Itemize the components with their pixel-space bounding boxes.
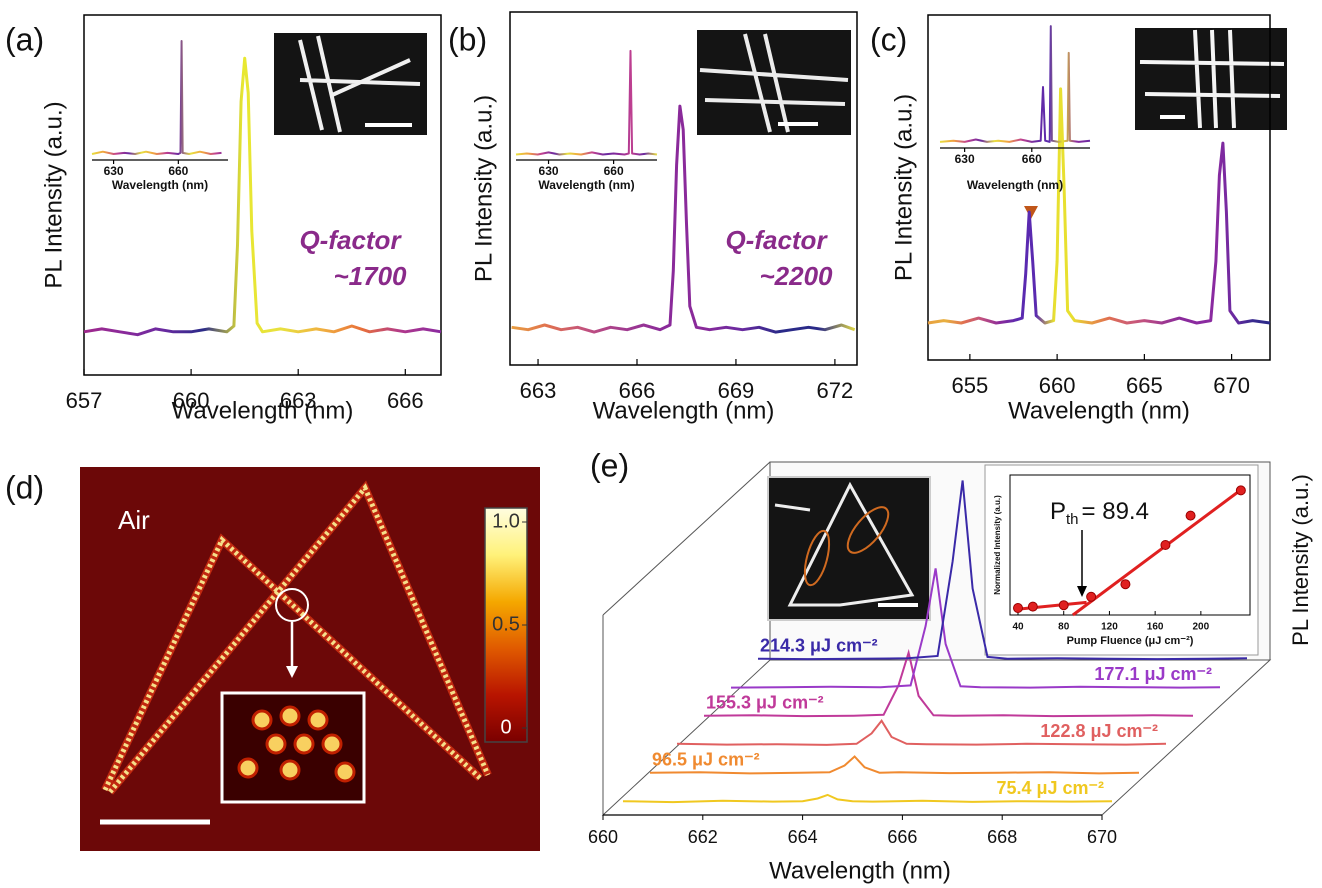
x-axis-label: Wavelength (nm) (593, 397, 775, 424)
colorbar-tick-label: 0.5 (492, 613, 520, 635)
x-axis-label: Wavelength (nm) (1008, 397, 1190, 424)
y-axis-label: PL Intensity (a.u.) (890, 94, 917, 281)
x-tick-label: 662 (688, 827, 718, 847)
x-tick-label: 666 (887, 827, 917, 847)
y-axis-label: PL Intensity (a.u.) (470, 95, 497, 282)
annotation-sub: th (1066, 511, 1079, 528)
data-point (1014, 604, 1023, 613)
photo-a (274, 33, 427, 135)
x-tick-label: 40 (1012, 622, 1024, 633)
y-axis-label: Normalized Intensity (a.u.) (993, 495, 1002, 595)
x-axis-label: Wavelength (nm) (538, 178, 634, 192)
series-label: 177.1 μJ cm⁻² (1094, 664, 1212, 684)
panel-label: (c) (870, 21, 907, 57)
data-point (1236, 486, 1245, 495)
x-tick-label: 670 (1213, 373, 1250, 398)
threshold-annotation: Pth= 89.4 (1050, 498, 1149, 528)
x-tick-label: 660 (1022, 152, 1042, 166)
x-axis-label: Wavelength (nm) (769, 857, 951, 884)
x-tick-label: 630 (955, 152, 975, 166)
panel-label: (b) (448, 21, 487, 57)
data-point (1059, 601, 1068, 610)
data-point (1028, 602, 1037, 611)
inset-frame (985, 465, 1258, 655)
panel-label: (d) (5, 469, 44, 505)
series-label: 96.5 μJ cm⁻² (652, 749, 760, 769)
photo-c (1135, 28, 1287, 130)
x-tick-label: 663 (520, 378, 557, 403)
x-tick-label: 665 (1126, 373, 1163, 398)
x-axis-label: Pump Fluence (μJ cm⁻²) (1067, 635, 1194, 647)
y-axis-label: PL Intensity (a.u.) (1288, 474, 1313, 646)
x-tick-label: 672 (817, 378, 854, 403)
x-tick-label: 80 (1058, 622, 1070, 633)
series-label: 75.4 μJ cm⁻² (996, 778, 1104, 798)
x-tick-label: 630 (104, 164, 124, 178)
x-tick-label: 160 (1147, 622, 1164, 633)
x-tick-label: 120 (1101, 622, 1118, 633)
x-tick-label: 660 (604, 164, 624, 178)
x-axis-label: Wavelength (nm) (172, 397, 354, 424)
x-tick-label: 630 (539, 164, 559, 178)
annotation: Q-factor (725, 225, 828, 255)
photo-e (768, 477, 930, 620)
x-tick-label: 660 (1039, 373, 1076, 398)
x-tick-label: 657 (66, 388, 103, 413)
panel-label: (a) (5, 21, 44, 57)
annotation: Air (118, 505, 150, 535)
x-tick-label: 670 (1087, 827, 1117, 847)
colorbar-tick-label: 1.0 (492, 510, 520, 532)
x-axis-label: Wavelength (nm) (967, 178, 1063, 192)
x-tick-label: 655 (952, 373, 989, 398)
annotation-value: = 89.4 (1082, 498, 1149, 525)
annotation: P (1050, 498, 1066, 525)
x-tick-label: 200 (1193, 622, 1210, 633)
photo-b (697, 30, 851, 135)
annotation: Q-factor (299, 225, 402, 255)
panel-label: (e) (590, 447, 629, 483)
data-point (1087, 592, 1096, 601)
colorbar-tick-label: 0 (500, 716, 511, 738)
series-label: 122.8 μJ cm⁻² (1040, 721, 1158, 741)
x-tick-label: 666 (387, 388, 424, 413)
annotation: ~1700 (333, 261, 407, 291)
x-tick-label: 660 (588, 827, 618, 847)
series-label: 214.3 μJ cm⁻² (760, 635, 878, 655)
data-point (1186, 511, 1195, 520)
x-tick-label: 668 (987, 827, 1017, 847)
figure: Q-factor ~1700 Q-factor ~2200 Air Pth (0, 0, 1322, 888)
data-point (1121, 580, 1130, 589)
data-point (1161, 541, 1170, 550)
x-axis-label: Wavelength (nm) (112, 178, 208, 192)
x-tick-label: 664 (788, 827, 818, 847)
series-label: 155.3 μJ cm⁻² (706, 692, 824, 712)
x-tick-label: 660 (168, 164, 188, 178)
y-axis-label: PL Intensity (a.u.) (40, 101, 67, 288)
annotation: ~2200 (759, 261, 833, 291)
